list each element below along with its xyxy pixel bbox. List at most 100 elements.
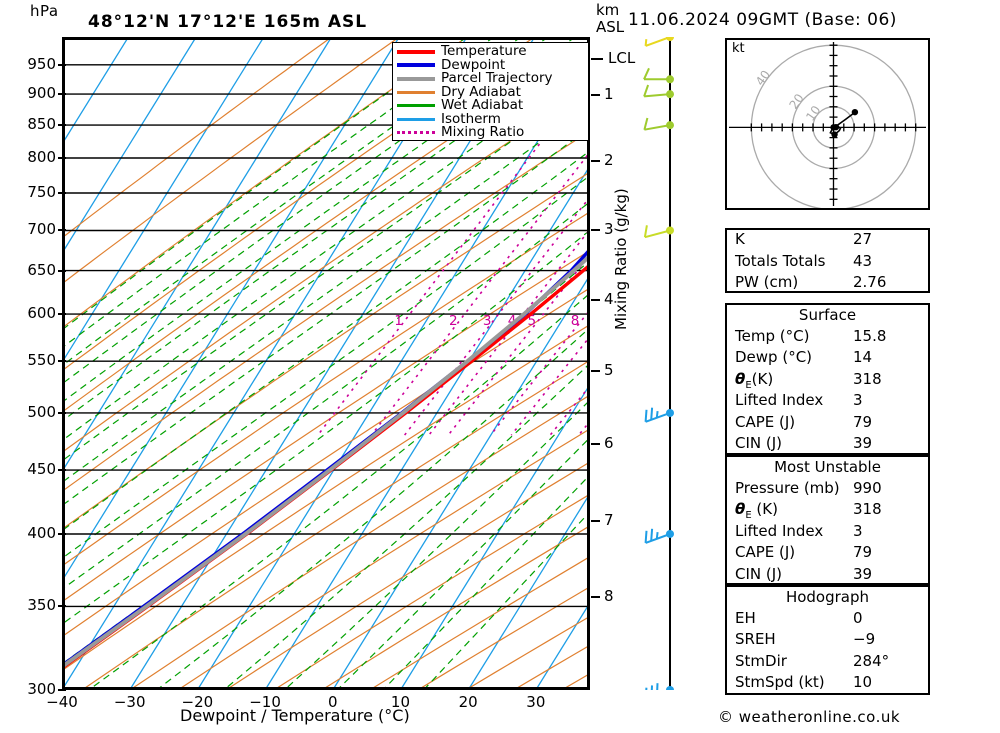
pressure-tick-mark [58, 229, 66, 232]
pressure-tick-950: 950 [27, 54, 56, 73]
hodograph-point [851, 108, 859, 116]
wind-barb [644, 37, 674, 47]
pressure-tick-mark [58, 63, 66, 66]
row-key: Lifted Index [735, 391, 824, 409]
pressure-tick-mark [58, 360, 66, 363]
height-tick-6: 6 [604, 434, 614, 453]
pressure-tick-mark [58, 157, 66, 160]
legend-item-mixing-ratio: Mixing Ratio [397, 124, 588, 140]
legend-swatch [397, 90, 435, 94]
wind-barb [645, 683, 674, 690]
height-tick-1: 1 [604, 84, 614, 103]
wind-barb [643, 67, 674, 84]
legend-label: Dewpoint [441, 56, 506, 73]
pressure-tick-650: 650 [27, 260, 56, 279]
row-value: 3 [853, 521, 863, 540]
row-value: 3 [853, 391, 863, 409]
table-row: CIN (J) 39 [727, 434, 928, 456]
temperature-tick--40: −40 [46, 693, 78, 711]
height-tick-mark [591, 228, 600, 231]
pressure-tick-mark [58, 269, 66, 272]
table-row: θE (K) 318 [727, 500, 928, 522]
pressure-tick-mark [58, 605, 66, 608]
legend-label: Dry Adiabat [441, 83, 521, 100]
row-key: CIN (J) [735, 434, 783, 452]
wind-barb [643, 84, 674, 99]
surface-heading: Surface [798, 306, 857, 324]
height-tick-mark [591, 93, 600, 96]
x-axis-title: Dewpoint / Temperature (°C) [180, 706, 410, 725]
height-tick-mark [591, 298, 600, 301]
table-row: CAPE (J) 79 [727, 413, 928, 435]
row-value: 27 [853, 230, 873, 248]
skewt-plot-frame [62, 37, 590, 690]
pressure-tick-800: 800 [27, 148, 56, 167]
hodograph-ring-label: 40 [753, 68, 773, 89]
temperature-tick--20: −20 [181, 693, 214, 711]
pressure-tick-mark [58, 689, 66, 691]
hodograph-stats-table: Hodograph EH 0 SREH −9 StmDir 284° StmSpd (kt) 1… [725, 585, 930, 695]
table-row: Pressure (mb) 990 [727, 479, 928, 501]
mixing-ratio-label: 3 [483, 313, 492, 329]
row-value: 2.76 [853, 273, 887, 291]
hodograph-stats-heading: Hodograph [785, 588, 870, 606]
pressure-tick-900: 900 [27, 84, 56, 103]
table-row: Totals Totals 43 [727, 252, 928, 274]
row-key: Pressure (mb) [735, 478, 840, 497]
pressure-tick-mark [58, 469, 66, 472]
row-value: 318 [853, 369, 882, 388]
height-tick-mark [591, 160, 600, 163]
wind-barb [644, 528, 674, 544]
table-row: θE(K) 318 [727, 370, 928, 392]
table-row: StmDir 284° [727, 652, 928, 674]
most-unstable-heading: Most Unstable [774, 458, 881, 476]
profile-parcel-trajectory [62, 253, 590, 670]
hodograph-unit-label: kt [732, 41, 745, 56]
temperature-tick-10: 10 [390, 693, 410, 711]
height-tick-mark [591, 519, 600, 522]
row-key: PW (cm) [735, 273, 799, 291]
legend-item-isotherm: Isotherm [397, 112, 588, 127]
chart-legend: Temperature Dewpoint Parcel Trajectory Dry … [392, 42, 589, 141]
row-value: 990 [853, 478, 882, 497]
row-key: Lifted Index [735, 521, 824, 540]
surface-table: Surface Temp (°C) 15.8 Dewp (°C) 14 θE(K) 318 L… [725, 303, 930, 455]
page-title: 48°12'N 17°12'E 165m ASL [88, 12, 368, 32]
pressure-tick-400: 400 [27, 523, 56, 542]
mixing-ratio-label: 1 [394, 313, 403, 329]
legend-item-dry-adiabat: Dry Adiabat [397, 83, 588, 100]
model-run-title: 11.06.2024 09GMT (Base: 06) [628, 10, 897, 30]
row-value: 14 [853, 348, 873, 366]
table-row: CIN (J) 39 [727, 565, 928, 587]
legend-label: Mixing Ratio [441, 124, 525, 140]
row-key: θE(K) [735, 369, 774, 391]
pressure-tick-500: 500 [27, 402, 56, 421]
wind-barb [644, 407, 674, 423]
row-value: −9 [853, 630, 876, 648]
table-row: StmSpd (kt) 10 [727, 673, 928, 695]
height-tick-mark [591, 443, 600, 446]
pressure-tick-mark [58, 192, 66, 195]
legend-label: Wet Adiabat [441, 97, 524, 113]
legend-item-wet-adiabat: Wet Adiabat [397, 97, 588, 113]
pressure-tick-850: 850 [27, 115, 56, 134]
temperature-tick-0: 0 [327, 693, 338, 711]
row-key: θE (K) [735, 500, 778, 521]
legend-item-parcel-trajectory: Parcel Trajectory [397, 70, 588, 86]
lcl-tick-mark [591, 58, 603, 61]
legend-label: Parcel Trajectory [441, 70, 553, 86]
temperature-tick-20: 20 [458, 693, 478, 711]
legend-item-temperature: Temperature [397, 44, 588, 59]
row-value: 43 [853, 251, 873, 270]
table-row: K 27 [727, 230, 928, 252]
row-key: Temp (°C) [735, 326, 810, 345]
hodograph-ring-label: 10 [803, 103, 823, 124]
row-value: 79 [853, 412, 873, 431]
hodograph-point [832, 123, 840, 131]
height-tick-4: 4 [604, 289, 614, 308]
pressure-tick-mark [58, 93, 66, 96]
table-row: EH 0 [727, 609, 928, 631]
pressure-tick-600: 600 [27, 304, 56, 323]
row-key: StmDir [735, 651, 787, 670]
